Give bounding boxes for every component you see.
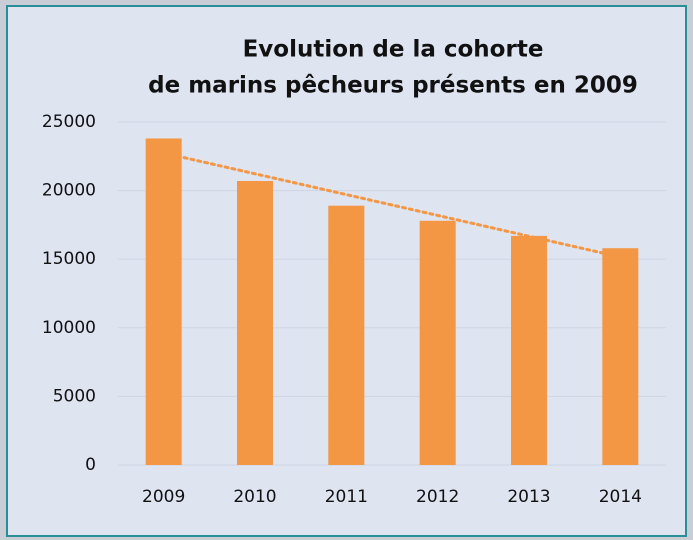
x-tick-label: 2014 [599, 487, 642, 507]
bar [419, 220, 456, 465]
y-tick-label: 15000 [42, 249, 96, 269]
x-tick-label: 2010 [233, 487, 276, 507]
x-tick-label: 2009 [142, 487, 185, 507]
bar [511, 235, 547, 465]
bar [328, 205, 365, 465]
bar [237, 180, 273, 465]
chart-title: de marins pêcheurs présents en 2009 [148, 73, 638, 99]
y-tick-label: 20000 [42, 181, 96, 201]
y-tick-label: 10000 [42, 318, 96, 338]
x-tick-label: 2012 [416, 487, 459, 507]
y-tick-label: 5000 [53, 386, 96, 406]
x-tick-label: 2011 [325, 487, 368, 507]
trendline [162, 151, 622, 259]
y-tick-label: 0 [85, 455, 96, 475]
chart-title: Evolution de la cohorte [243, 37, 544, 63]
bar [602, 248, 639, 465]
bar [145, 138, 182, 466]
y-tick-label: 25000 [42, 112, 96, 132]
x-tick-label: 2013 [507, 487, 550, 507]
